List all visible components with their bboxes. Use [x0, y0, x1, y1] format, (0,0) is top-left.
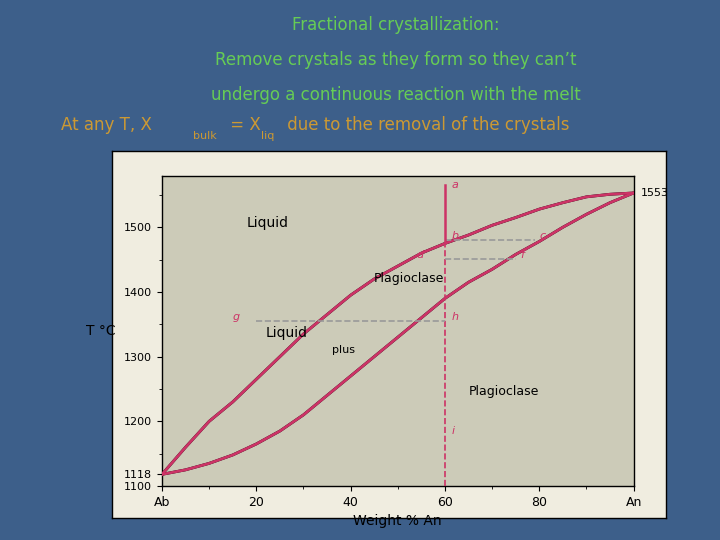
Text: = X: = X [225, 116, 261, 133]
Text: g: g [233, 312, 240, 322]
Text: Plagioclase: Plagioclase [374, 272, 444, 285]
Y-axis label: T °C: T °C [86, 324, 115, 338]
Text: plus: plus [332, 346, 355, 355]
Text: 1553: 1553 [641, 188, 669, 198]
Text: Liquid: Liquid [247, 216, 289, 230]
Text: Remove crystals as they form so they can’t: Remove crystals as they form so they can… [215, 51, 577, 69]
Text: Plagioclase: Plagioclase [469, 386, 539, 399]
Text: Liquid: Liquid [266, 326, 307, 340]
Text: At any T, X: At any T, X [61, 116, 152, 133]
Text: d: d [417, 249, 424, 260]
Text: due to the removal of the crystals: due to the removal of the crystals [282, 116, 570, 133]
X-axis label: Weight % An: Weight % An [354, 514, 442, 528]
Text: c: c [539, 231, 546, 241]
Text: b: b [452, 231, 459, 241]
Text: a: a [452, 180, 459, 191]
Text: f: f [521, 249, 524, 260]
Text: bulk: bulk [193, 131, 217, 141]
Text: i: i [452, 426, 455, 436]
Text: undergo a continuous reaction with the melt: undergo a continuous reaction with the m… [211, 86, 581, 104]
Text: liq: liq [261, 131, 275, 141]
Text: h: h [452, 312, 459, 322]
Text: Fractional crystallization:: Fractional crystallization: [292, 16, 500, 34]
